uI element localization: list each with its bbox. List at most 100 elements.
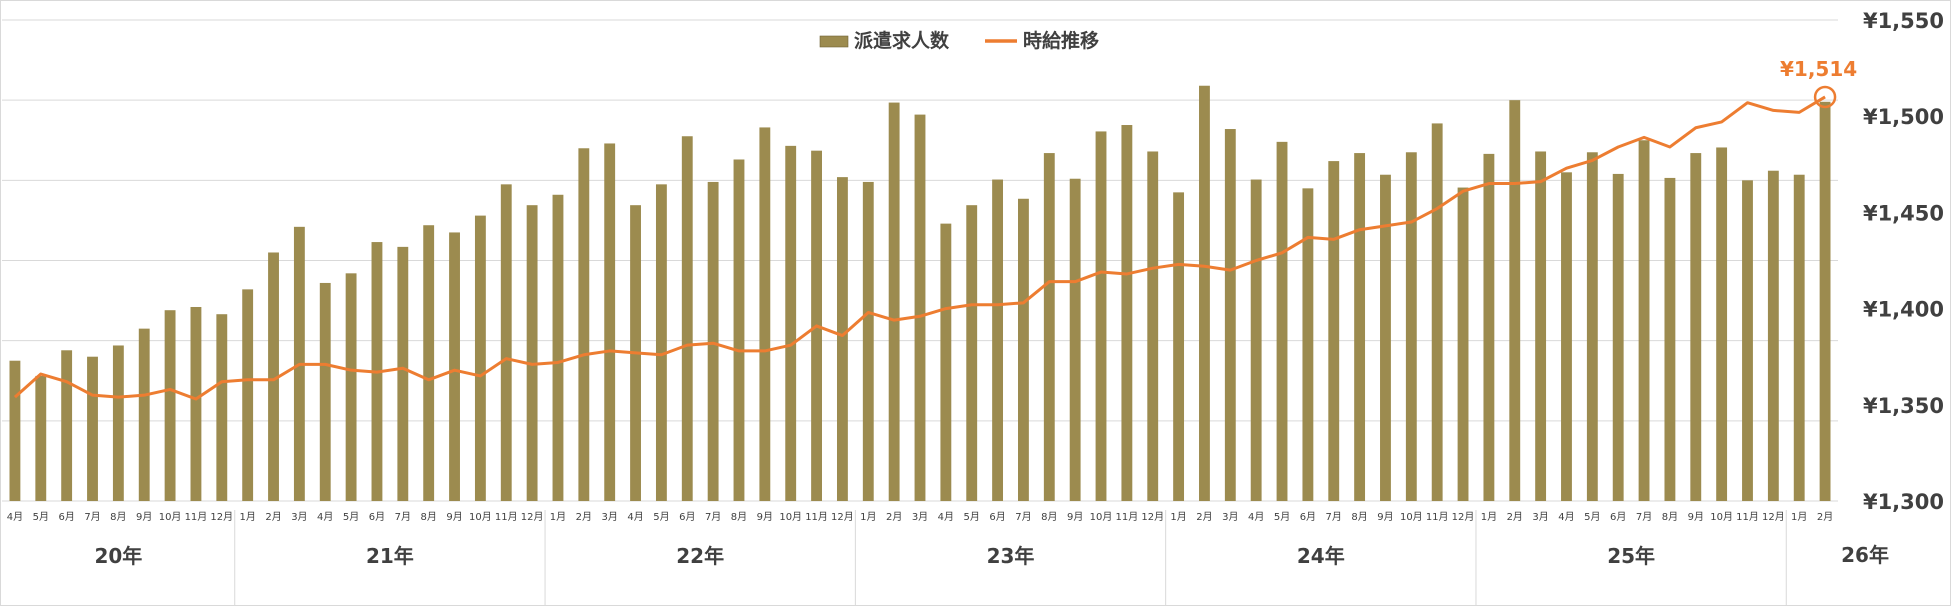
bar bbox=[1509, 100, 1521, 502]
bar bbox=[1716, 147, 1728, 501]
x-tick-label: 6月 bbox=[679, 511, 695, 523]
bar bbox=[681, 136, 693, 501]
legend-label-line: 時給推移 bbox=[1023, 29, 1099, 52]
bar bbox=[888, 102, 900, 502]
bar bbox=[1457, 187, 1469, 501]
x-tick-label: 4月 bbox=[317, 511, 333, 523]
bar bbox=[1612, 173, 1624, 502]
x-tick-label: 11月 bbox=[805, 511, 828, 523]
x-tick-label: 11月 bbox=[185, 511, 208, 523]
x-tick-label: 7月 bbox=[705, 511, 721, 523]
bar bbox=[1018, 198, 1029, 501]
x-tick-label: 6月 bbox=[1610, 511, 1626, 523]
last-point-marker bbox=[1813, 85, 1837, 109]
x-tick-label: 2月 bbox=[1507, 511, 1523, 523]
bar bbox=[242, 289, 254, 501]
bar bbox=[785, 145, 797, 501]
bar bbox=[1586, 152, 1598, 501]
bar bbox=[345, 273, 357, 501]
x-tick-label: 11月 bbox=[1116, 511, 1139, 523]
x-tick-label: 7月 bbox=[1015, 511, 1031, 523]
x-tick-label: 10月 bbox=[1710, 511, 1733, 523]
x-tick-label: 11月 bbox=[1736, 511, 1759, 523]
x-axis: 4月 5月 6月 7月 8月 9月 10月 11月 12月 1月 2月 3月 4月 5月 6月 7月 8月 9月 1… bbox=[7, 510, 1889, 606]
x-tick-label: 8月 bbox=[731, 511, 747, 523]
x-tick-label: 8月 bbox=[110, 511, 126, 523]
bar bbox=[1302, 188, 1314, 501]
x-tick-label: 5月 bbox=[964, 511, 980, 523]
x-tick-label: 5月 bbox=[1584, 511, 1600, 523]
x-tick-label: 9月 bbox=[1377, 511, 1393, 523]
x-tick-label: 3月 bbox=[1222, 511, 1238, 523]
bar bbox=[1276, 141, 1288, 501]
x-tick-label: 2月 bbox=[1196, 511, 1212, 523]
legend: 派遣求人数 時給推移 bbox=[819, 29, 1099, 52]
x-tick-label: 11月 bbox=[1426, 511, 1449, 523]
x-tick-label: 6月 bbox=[369, 511, 385, 523]
bar bbox=[1561, 172, 1572, 502]
bar bbox=[1199, 85, 1210, 501]
x-tick-label: 5月 bbox=[33, 511, 49, 523]
x-tick-label: 2月 bbox=[576, 511, 592, 523]
bar bbox=[552, 194, 564, 501]
x-tick-label: 11月 bbox=[495, 511, 518, 523]
bar bbox=[423, 225, 435, 501]
x-tick-label: 12月 bbox=[210, 511, 233, 523]
bar bbox=[1095, 131, 1107, 501]
bar bbox=[61, 350, 73, 501]
bar bbox=[914, 114, 926, 501]
bar bbox=[733, 159, 745, 502]
x-tick-label: 10月 bbox=[1090, 511, 1113, 523]
x-tick-label: 12月 bbox=[1452, 511, 1475, 523]
bar bbox=[87, 356, 98, 501]
x-tick-label: 12月 bbox=[1141, 511, 1164, 523]
bar bbox=[1638, 140, 1650, 501]
x-tick-label: 4月 bbox=[627, 511, 643, 523]
x-tick-label: 3月 bbox=[1532, 511, 1548, 523]
x-tick-label: 8月 bbox=[420, 511, 436, 523]
legend-label-bar: 派遣求人数 bbox=[854, 29, 950, 52]
year-label: 21年 bbox=[366, 544, 414, 568]
x-tick-label: 6月 bbox=[1300, 511, 1316, 523]
bar bbox=[759, 127, 771, 501]
year-label: 24年 bbox=[1297, 544, 1345, 568]
x-tick-label: 5月 bbox=[1274, 511, 1290, 523]
bar bbox=[1742, 180, 1753, 502]
bar bbox=[578, 148, 590, 501]
y-tick-label: ¥1,500 bbox=[1863, 105, 1944, 129]
bar bbox=[655, 184, 667, 501]
bar bbox=[216, 314, 228, 501]
x-tick-label: 1月 bbox=[1170, 511, 1186, 523]
line-series bbox=[13, 85, 1837, 401]
last-point-label: ¥1,514 bbox=[1780, 57, 1857, 81]
bar bbox=[112, 345, 124, 501]
bar bbox=[836, 177, 848, 502]
x-tick-label: 3月 bbox=[912, 511, 928, 523]
x-tick-label: 7月 bbox=[1326, 511, 1342, 523]
x-tick-label: 7月 bbox=[84, 511, 100, 523]
bar bbox=[604, 143, 616, 501]
bar bbox=[1121, 125, 1133, 501]
legend-swatch-bar bbox=[819, 35, 849, 48]
y-tick-label: ¥1,400 bbox=[1863, 298, 1944, 322]
x-tick-label: 10月 bbox=[469, 511, 492, 523]
x-tick-label: 10月 bbox=[159, 511, 182, 523]
bar bbox=[707, 181, 719, 502]
bar bbox=[449, 232, 460, 502]
bar bbox=[526, 205, 538, 501]
bar bbox=[190, 306, 202, 501]
x-tick-label: 4月 bbox=[1558, 511, 1574, 523]
x-tick-label: 2月 bbox=[265, 511, 281, 523]
y-tick-label: ¥1,550 bbox=[1863, 9, 1944, 33]
bar bbox=[1147, 151, 1159, 501]
y-tick-label: ¥1,300 bbox=[1863, 490, 1944, 514]
x-tick-label: 1月 bbox=[1791, 511, 1807, 523]
line-series-path bbox=[13, 95, 1826, 401]
x-tick-label: 6月 bbox=[58, 511, 74, 523]
bar bbox=[319, 282, 331, 501]
bar bbox=[1793, 174, 1805, 501]
x-tick-label: 9月 bbox=[1067, 511, 1083, 523]
x-tick-label: 2月 bbox=[886, 511, 902, 523]
x-tick-label: 4月 bbox=[1248, 511, 1264, 523]
